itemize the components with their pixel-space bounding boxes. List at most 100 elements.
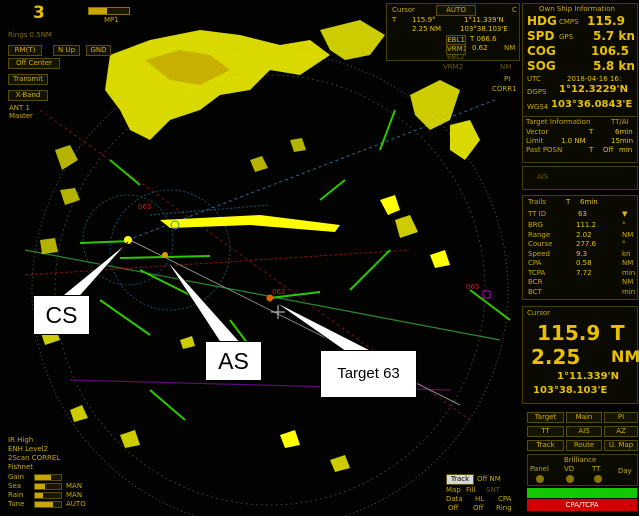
trails-label: Trails: [528, 198, 546, 206]
ais-button[interactable]: AIS: [566, 426, 602, 437]
coastline-echoes: [40, 20, 480, 472]
bearing-scale-ring: [31, 51, 509, 516]
vector-mode[interactable]: T: [589, 128, 594, 136]
tt-row-label: BCT: [528, 287, 542, 296]
x-band-button[interactable]: X-Band: [8, 90, 48, 101]
data-value[interactable]: Off: [448, 504, 459, 512]
cursor-info-panel: Cursor AUTO C T 115.9° 1°11.339'N 2.25 N…: [386, 3, 520, 61]
tune-bar[interactable]: [34, 501, 62, 508]
ownship-marker[interactable]: [124, 236, 132, 244]
target-button[interactable]: Target: [527, 412, 564, 423]
tt-button[interactable]: TT: [527, 426, 564, 437]
map-label: Map: [446, 486, 461, 494]
chevron-down-icon[interactable]: ▼: [622, 210, 628, 218]
enh-label[interactable]: ENH Level2: [8, 445, 49, 453]
track-button[interactable]: Track: [527, 440, 564, 451]
gnd-button[interactable]: GND: [86, 45, 111, 56]
tt-row-value: 9.3: [576, 249, 588, 258]
past-posn-value[interactable]: Off: [603, 146, 614, 154]
hl-value[interactable]: Off: [473, 504, 484, 512]
fishnet-label[interactable]: Fishnet: [8, 463, 34, 471]
brilliance-panel: Brilliance Panel VD TT Day: [527, 454, 638, 486]
vector-time[interactable]: 6min: [615, 128, 633, 136]
off-center-button[interactable]: Off Center: [8, 58, 60, 69]
tt-row-unit: NM: [622, 230, 634, 239]
cursor-bearing: 115.9°: [412, 16, 436, 24]
route-button[interactable]: Route: [566, 440, 602, 451]
brilliance-day-label[interactable]: Day: [618, 467, 632, 475]
ownship-lat: 1°12.3229'N: [559, 84, 628, 95]
wgs-label: WGS4: [527, 103, 549, 111]
radar-display[interactable]: 063 065 062: [0, 0, 520, 516]
cpa-status-bar: [527, 488, 637, 498]
az-button[interactable]: AZ: [604, 426, 638, 437]
ir-label[interactable]: IR High: [8, 436, 34, 444]
tt-row-unit: min: [622, 287, 636, 296]
ownship-lon: 103°36.0843'E: [551, 99, 633, 110]
tt-data-row: Speed 9.3 kn: [526, 250, 634, 259]
track-toggle[interactable]: Track: [446, 474, 474, 485]
spd-source: GPS: [559, 33, 574, 41]
callout-as: AS: [205, 341, 262, 381]
trails-mode[interactable]: T: [566, 198, 571, 206]
tune-mode[interactable]: AUTO: [66, 500, 86, 508]
cpa-ring-value[interactable]: Ring: [496, 504, 512, 512]
tt-row-label: BRG: [528, 221, 544, 229]
vrm1-button[interactable]: VRM1: [446, 44, 466, 55]
target-id-label: 065: [466, 283, 479, 291]
target-marker[interactable]: [170, 220, 180, 230]
range-scale-value[interactable]: 3: [33, 3, 45, 23]
gain-bar[interactable]: [34, 474, 62, 481]
tt-id-value[interactable]: 63: [578, 210, 587, 218]
trails-time[interactable]: 6min: [580, 198, 598, 206]
rain-bar[interactable]: [34, 492, 62, 499]
mp-level-bar[interactable]: [88, 7, 130, 15]
cursor-range: 2.25 NM: [412, 25, 442, 33]
tt-row-unit: °: [622, 240, 626, 248]
ais-box[interactable]: AIS: [522, 166, 638, 190]
past-posn-mode[interactable]: T: [589, 146, 594, 154]
tt-row-label: CPA: [528, 259, 542, 267]
u-map-button[interactable]: U. Map: [604, 440, 638, 451]
brilliance-knob-icon[interactable]: [566, 475, 574, 483]
cursor-mode-button[interactable]: AUTO: [436, 5, 476, 16]
target-marker[interactable]: [162, 252, 168, 258]
transmit-button[interactable]: Transmit: [8, 74, 48, 85]
brilliance-tt-label[interactable]: TT: [592, 465, 601, 473]
pi-button[interactable]: PI: [604, 412, 638, 423]
sea-bar[interactable]: [34, 483, 62, 490]
map-value[interactable]: Fill: [466, 486, 476, 494]
brilliance-vd-label[interactable]: VD: [564, 465, 575, 473]
cursor-big-bearing: 115.9: [537, 321, 601, 345]
limit-value[interactable]: 1.0 NM: [561, 137, 586, 145]
vrm2-label[interactable]: VRM2: [443, 63, 464, 71]
north-up-button[interactable]: N Up: [53, 45, 80, 56]
cpa-label: CPA: [498, 495, 512, 503]
main-button[interactable]: Main: [566, 412, 602, 423]
ebl1-value: T 066.6: [470, 35, 497, 43]
cursor-big-lat: 1°11.339'N: [557, 371, 619, 382]
ownship-info-panel: Own Ship Information HDG CMPS 115.9 SPD …: [522, 3, 638, 163]
tt-data-row: Range 2.02 NM: [526, 231, 634, 240]
ebl2-label[interactable]: EBL2: [447, 53, 465, 61]
scan-label[interactable]: 2Scan CORREL: [8, 454, 61, 462]
brilliance-knob-icon[interactable]: [594, 475, 602, 483]
target-marker[interactable]: [482, 290, 491, 299]
brilliance-knob-icon[interactable]: [536, 475, 544, 483]
rmt-button[interactable]: RM(T): [8, 45, 42, 56]
gain-label: Gain: [8, 473, 25, 481]
vrm-circle: [82, 194, 174, 286]
sea-mode[interactable]: MAN: [66, 482, 83, 490]
cursor-lon: 103°38.103'E: [460, 25, 508, 33]
rain-mode[interactable]: MAN: [66, 491, 83, 499]
limit-time[interactable]: 15min: [611, 137, 634, 145]
brilliance-panel-label[interactable]: Panel: [530, 465, 549, 473]
tt-row-unit: min: [622, 268, 636, 277]
target-63-marker[interactable]: [266, 294, 274, 302]
vrm2-unit: NM: [500, 63, 512, 71]
gain-bar-fill: [35, 475, 51, 480]
cpa-tcpa-alarm[interactable]: CPA/TCPA: [527, 499, 637, 511]
range-rings-label: Rings 0.5NM: [8, 31, 52, 39]
data-label: Data: [446, 495, 463, 503]
